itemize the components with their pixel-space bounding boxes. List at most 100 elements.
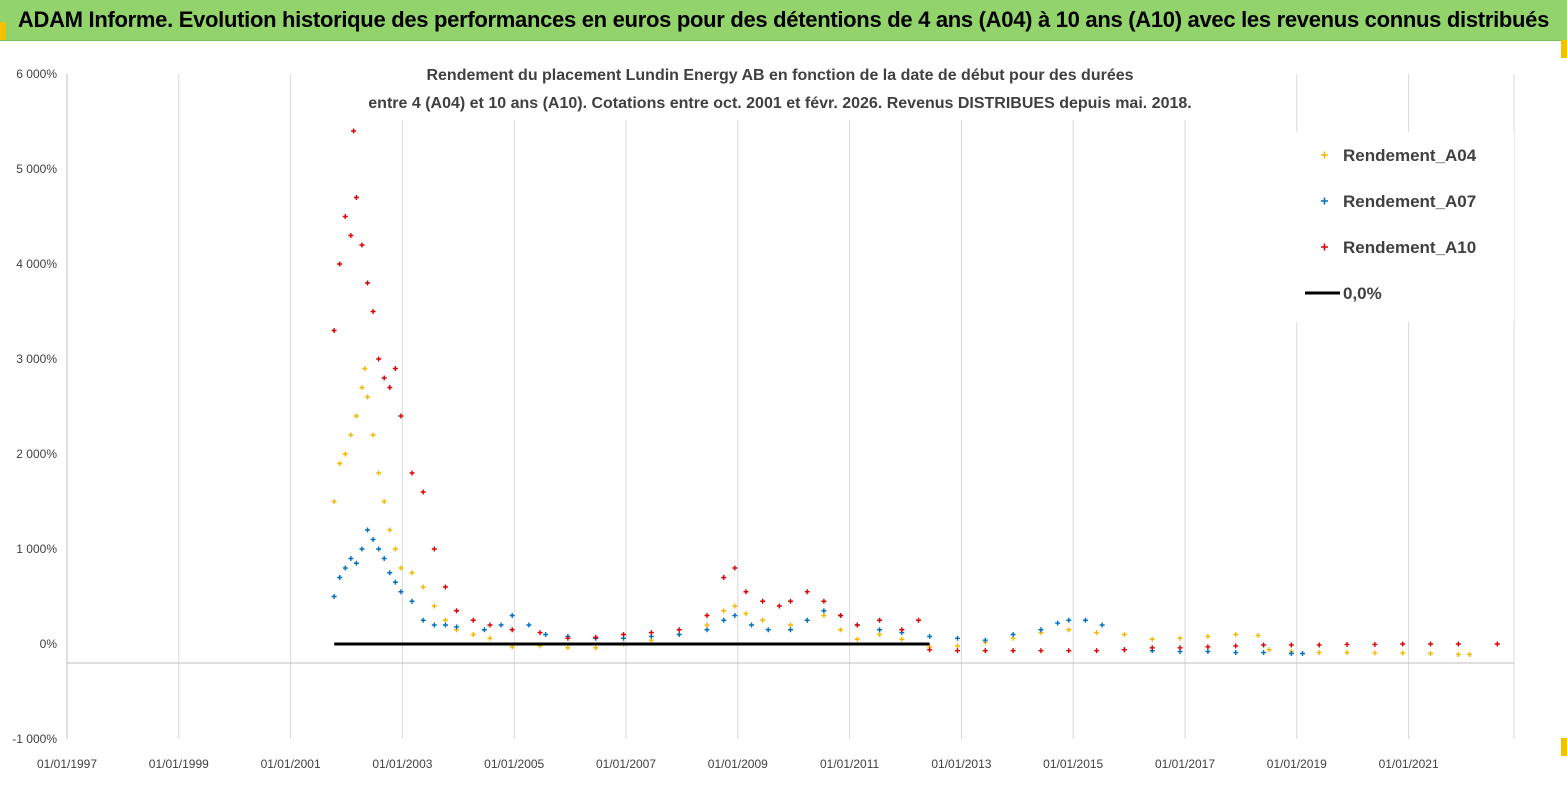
x-tick-label: 01/01/2001	[261, 757, 321, 771]
corner-marker-top-right	[1561, 40, 1567, 58]
data-point	[1288, 651, 1294, 656]
data-point	[565, 635, 571, 641]
data-point	[1205, 644, 1211, 650]
data-point	[1094, 630, 1100, 636]
data-point	[331, 328, 337, 333]
data-point	[353, 413, 359, 419]
x-axis-ticks: 01/01/1997 01/01/1999 01/01/2001 01/01/2003…	[37, 757, 1439, 771]
data-point	[1344, 650, 1350, 656]
data-point	[954, 648, 960, 654]
data-point	[487, 635, 493, 641]
data-point	[1205, 649, 1211, 655]
report-title: ADAM Informe. Evolution historique des p…	[17, 7, 1550, 32]
y-tick-label: 0%	[40, 637, 58, 651]
data-point	[821, 598, 827, 604]
data-point	[1066, 648, 1072, 654]
data-point	[732, 603, 738, 609]
data-point	[1400, 641, 1406, 647]
data-point	[470, 632, 476, 637]
data-point	[732, 565, 738, 571]
data-point	[331, 594, 337, 599]
data-point	[1038, 627, 1044, 633]
data-point	[788, 622, 793, 628]
data-point	[916, 617, 922, 623]
data-point	[470, 617, 476, 623]
data-point	[760, 598, 766, 604]
x-tick-label: 01/01/1999	[149, 757, 209, 771]
chart-axes	[66, 74, 1514, 739]
data-point	[365, 280, 371, 286]
data-point	[1233, 643, 1239, 649]
legend-marker	[1321, 243, 1328, 251]
data-point	[331, 499, 337, 504]
data-point	[732, 613, 738, 618]
data-point	[676, 632, 682, 637]
data-point	[854, 622, 860, 628]
chart-legend: Rendement_A04 Rendement_A07 Rendement_A10 0…	[1282, 132, 1514, 322]
data-point	[1121, 632, 1127, 637]
corner-marker-top-left	[0, 22, 6, 40]
data-point	[593, 634, 599, 640]
data-point	[526, 622, 532, 628]
data-point	[370, 537, 376, 542]
data-point	[409, 470, 415, 476]
data-point	[1149, 636, 1155, 642]
data-point	[362, 366, 368, 371]
data-point	[431, 603, 437, 609]
data-point	[392, 366, 398, 371]
data-point	[1261, 650, 1267, 656]
data-point	[648, 630, 654, 636]
data-point	[982, 637, 988, 643]
data-point	[359, 546, 365, 552]
x-tick-label: 01/01/2003	[372, 757, 432, 771]
chart-title-line-1: Rendement du placement Lundin Energy AB …	[426, 67, 1133, 84]
data-point	[877, 627, 883, 633]
data-point	[1255, 632, 1261, 638]
legend-label: Rendement_A07	[1343, 192, 1476, 211]
y-tick-label: 6 000%	[16, 67, 57, 81]
data-point	[359, 385, 365, 390]
data-point	[454, 608, 460, 614]
data-point	[760, 617, 766, 623]
data-point	[821, 613, 827, 618]
data-point	[954, 643, 960, 649]
x-tick-label: 01/01/2011	[820, 757, 879, 771]
data-point	[788, 598, 793, 604]
legend-background	[1282, 132, 1514, 322]
data-point	[365, 394, 371, 400]
data-point	[1149, 645, 1155, 651]
data-point	[765, 627, 771, 633]
data-point	[721, 617, 727, 623]
data-point	[353, 195, 359, 200]
data-point	[927, 633, 933, 639]
data-point	[804, 617, 810, 623]
data-point	[431, 546, 437, 552]
data-point	[337, 261, 343, 267]
data-point	[743, 611, 749, 617]
data-point	[743, 589, 749, 595]
data-point	[927, 647, 933, 653]
data-point	[370, 309, 376, 314]
data-point	[381, 375, 387, 381]
data-point	[543, 632, 549, 637]
data-point	[1494, 641, 1500, 647]
series-scatter	[331, 128, 1500, 654]
chart-grid	[66, 74, 1515, 739]
data-point	[365, 527, 371, 533]
data-point	[431, 622, 437, 628]
data-point	[1400, 650, 1406, 656]
data-point	[1066, 627, 1072, 633]
data-point	[749, 622, 755, 628]
data-point	[342, 565, 348, 571]
legend-marker	[1321, 151, 1328, 159]
data-point	[337, 575, 343, 580]
data-point	[804, 589, 810, 595]
data-point	[1316, 642, 1322, 648]
data-point	[454, 624, 460, 630]
report-banner: ADAM Informe. Evolution historique des p…	[0, 0, 1567, 41]
data-point	[420, 584, 426, 590]
data-point	[509, 613, 515, 618]
data-point	[1428, 641, 1434, 647]
data-point	[1055, 620, 1061, 626]
data-point	[1233, 632, 1239, 637]
